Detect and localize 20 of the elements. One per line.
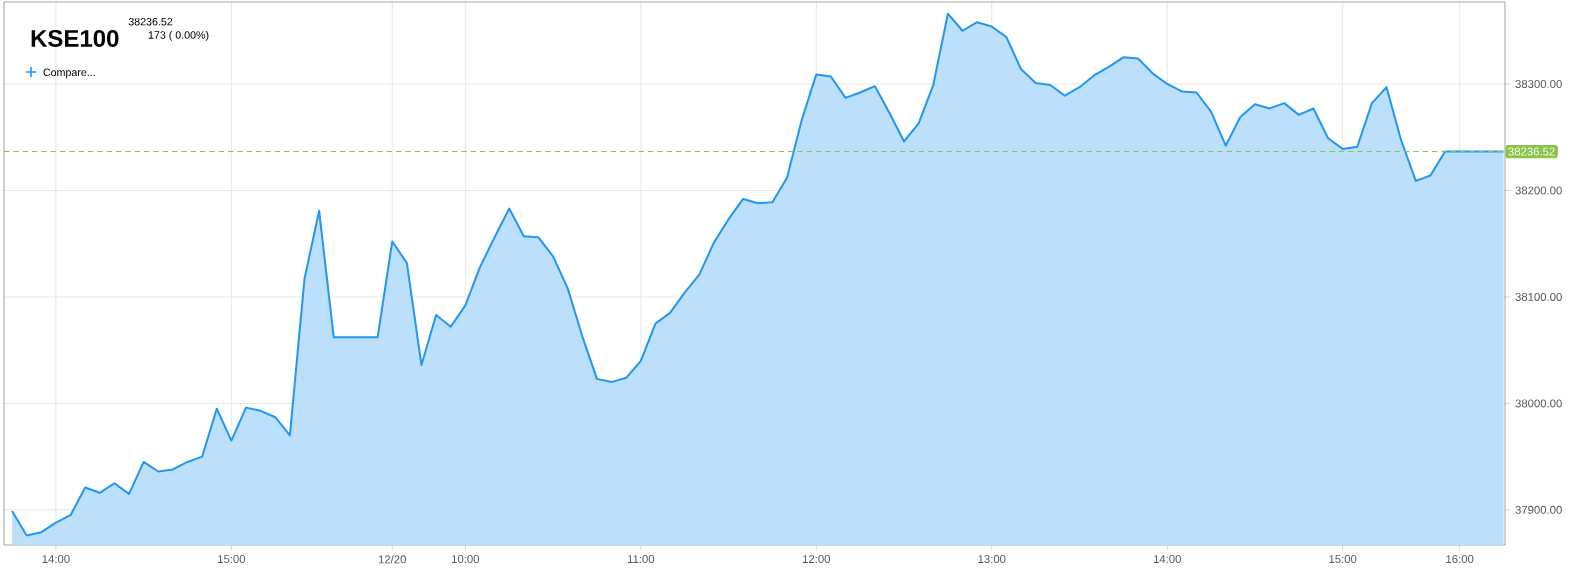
x-tick-label: 12/20 [378,555,406,564]
y-tick-label: 38100.00 [1515,292,1562,301]
y-tick-label: 38200.00 [1515,186,1562,195]
x-tick-label: 14:00 [42,555,70,564]
x-tick-label: 11:00 [627,555,655,564]
y-tick-label: 38000.00 [1515,399,1562,408]
annotation: Compare... [43,68,95,79]
x-tick-label: 15:00 [218,555,246,564]
x-tick-label: 12:00 [802,555,831,564]
text: KSE100 [31,29,119,47]
y-tick-label: 38300.00 [1515,79,1562,88]
x-tick-label: 15:00 [1329,555,1357,564]
x-tick-label: 10:00 [452,555,480,564]
y-tick-label: 37900.00 [1515,505,1562,514]
x-tick-label: 14:00 [1153,555,1181,564]
text: 38236.52 [128,17,173,26]
x-tick-label: 16:00 [1446,555,1474,564]
annotation: 173 ( 0.00%) [148,30,209,41]
x-tick-label: 13:00 [978,555,1006,564]
ref-line-label: 38236.52 [1508,147,1555,156]
